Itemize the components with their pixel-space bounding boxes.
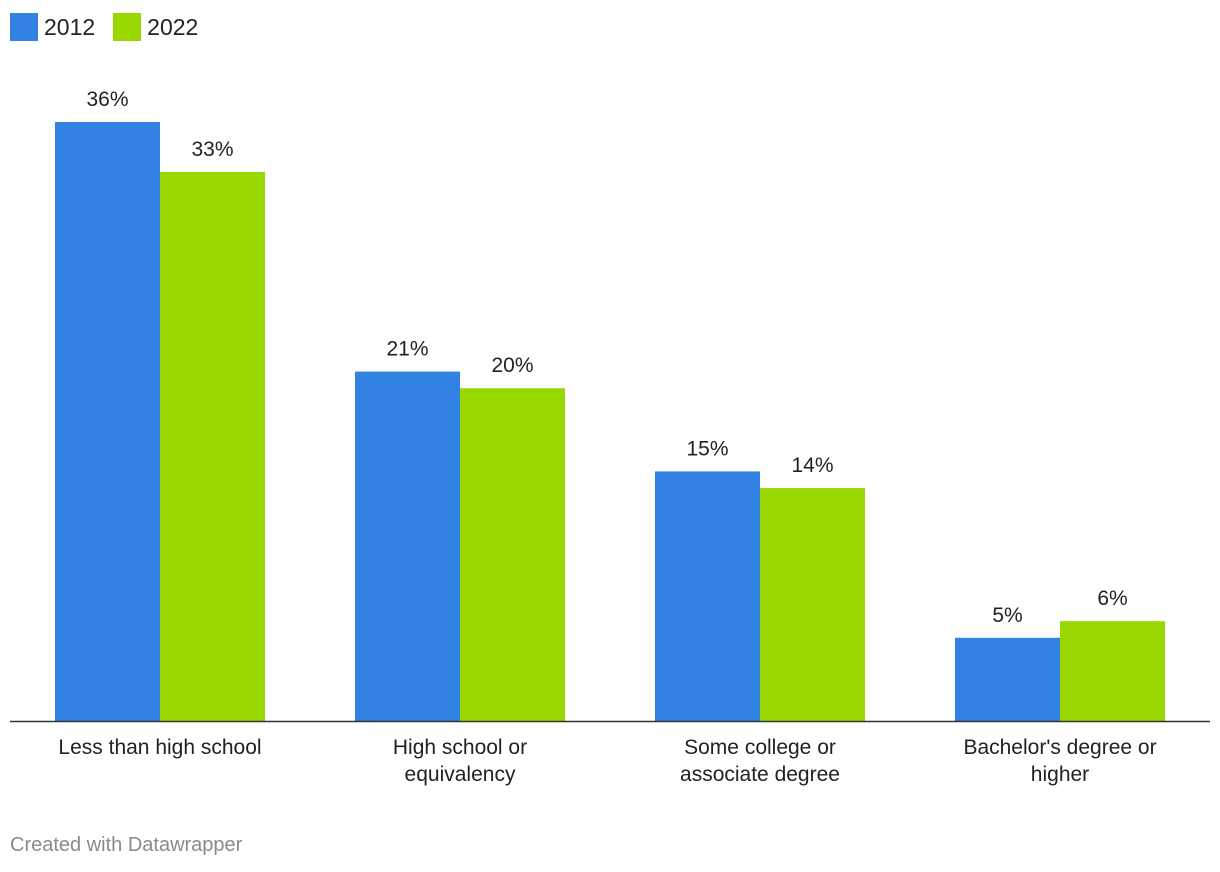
bar-2022-4 <box>1060 621 1165 721</box>
data-label-2012-2: 21% <box>386 338 428 361</box>
category-label-4: Bachelor's degree or higher <box>963 736 1156 786</box>
data-label-2012-1: 36% <box>86 88 128 111</box>
legend-item-2022: 2022 <box>113 13 198 41</box>
legend: 2012 2022 <box>10 12 216 42</box>
bar-2012-2 <box>355 371 460 721</box>
legend-item-2012: 2012 <box>10 13 95 41</box>
category-label-3: Some college or associate degree <box>680 736 840 786</box>
category-label-1: Less than high school <box>58 736 261 759</box>
category-label-2: High school or equivalency <box>393 736 527 786</box>
data-label-2022-2: 20% <box>491 354 533 377</box>
data-label-2022-4: 6% <box>1097 587 1127 610</box>
legend-label-2022: 2022 <box>147 13 199 40</box>
bar-2012-3 <box>655 471 760 721</box>
data-label-2012-4: 5% <box>992 604 1022 627</box>
data-label-2022-1: 33% <box>191 138 233 161</box>
data-label-2012-3: 15% <box>686 437 728 460</box>
legend-swatch-2012 <box>10 13 38 41</box>
bar-2012-4 <box>955 637 1060 721</box>
bar-2022-1 <box>160 171 265 721</box>
legend-label-2012: 2012 <box>44 13 96 40</box>
bar-2022-2 <box>460 388 565 721</box>
bar-2012-1 <box>55 122 160 721</box>
data-label-2022-3: 14% <box>791 454 833 477</box>
bar-2022-3 <box>760 488 865 721</box>
legend-swatch-2022 <box>113 13 142 41</box>
credit-text: Created with Datawrapper <box>10 834 243 856</box>
